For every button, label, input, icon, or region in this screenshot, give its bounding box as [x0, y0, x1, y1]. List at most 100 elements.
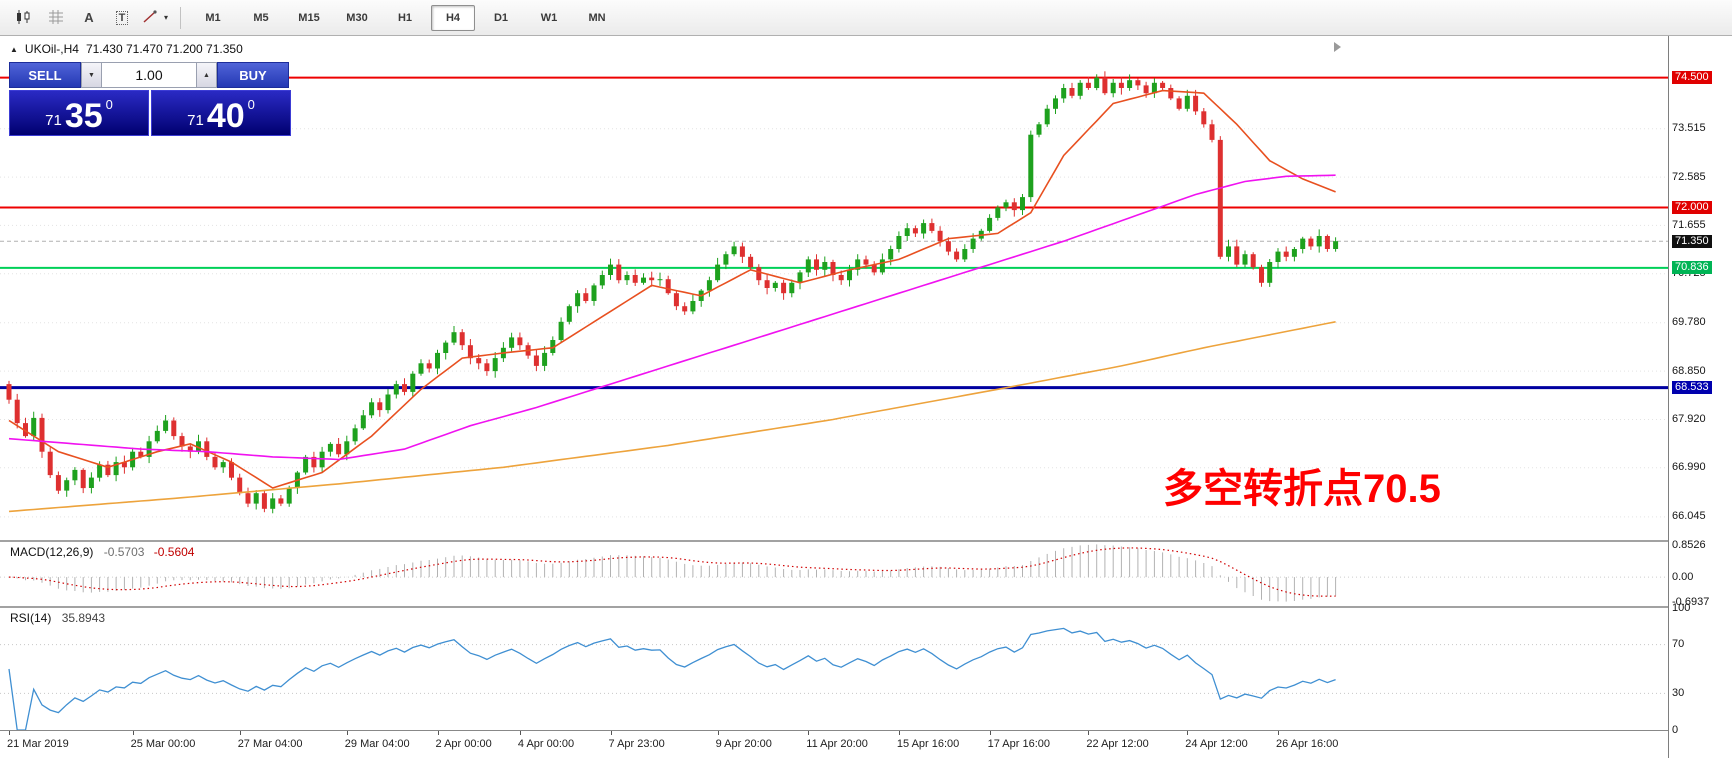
- bid-handle: 71: [45, 112, 62, 129]
- chart-annotation-text: 多空转折点70.5: [1163, 467, 1441, 511]
- draw-tools-icon[interactable]: ▾: [140, 5, 170, 31]
- ma-medium-line: [8, 174, 1336, 461]
- time-axis-label: 29 Mar 04:00: [344, 738, 410, 750]
- macd-axis-label: 0.8526: [1672, 539, 1706, 552]
- toolbar-separator: [180, 6, 181, 29]
- macd-title: MACD(12,26,9): [10, 545, 94, 559]
- volume-increase-button[interactable]: ▲: [196, 62, 217, 88]
- trade-panel: SELL ▼ ▲ BUY 71 35 0 71 40 0: [9, 62, 291, 136]
- time-axis-label: 7 Apr 23:00: [608, 738, 665, 750]
- rsi-axis-label: 30: [1672, 686, 1685, 699]
- rsi-axis-label: 70: [1672, 638, 1685, 651]
- price-axis-label: 71.655: [1672, 218, 1706, 231]
- ask-handle: 71: [187, 112, 204, 129]
- chart-shift-marker[interactable]: [1334, 42, 1341, 52]
- price-axis-label: 66.990: [1672, 461, 1706, 474]
- sell-button[interactable]: SELL: [9, 62, 81, 88]
- time-tick: [1187, 731, 1189, 735]
- time-axis-label: 25 Mar 00:00: [130, 738, 196, 750]
- chart-candles-icon[interactable]: [8, 5, 38, 31]
- price-axis-label: 72.000: [1672, 201, 1712, 214]
- panel-separator[interactable]: [0, 540, 1668, 542]
- time-tick: [610, 731, 612, 735]
- symbol-marker-icon: ▲: [10, 44, 18, 54]
- indicators-grid-icon[interactable]: [41, 5, 71, 31]
- timeframe-mn-button[interactable]: MN: [588, 11, 606, 24]
- chart-candles-glyph: [17, 10, 30, 24]
- price-axis-label: 68.850: [1672, 364, 1706, 377]
- timeframe-d1-button[interactable]: D1: [493, 11, 509, 24]
- timeframe-w1-button[interactable]: W1: [540, 11, 558, 24]
- buy-button[interactable]: BUY: [217, 62, 289, 88]
- time-axis-label: 15 Apr 16:00: [896, 738, 960, 750]
- timeframe-m1-button[interactable]: M1: [205, 11, 221, 24]
- text-box-icon[interactable]: T: [107, 5, 137, 31]
- panel-separator[interactable]: [0, 606, 1668, 608]
- price-axis-label: 69.780: [1672, 316, 1706, 329]
- price-axis-label: 68.533: [1672, 381, 1712, 395]
- timeframe-m15-button[interactable]: M15: [298, 11, 320, 24]
- macd-signal-line: [8, 547, 1336, 597]
- timeframe-h4-button[interactable]: H4: [431, 4, 475, 31]
- chevron-down-icon: ▼: [88, 71, 95, 79]
- time-tick: [1278, 731, 1279, 735]
- time-axis-label: 4 Apr 00:00: [517, 738, 575, 750]
- price-chart[interactable]: [0, 36, 1668, 540]
- time-axis-label: 2 Apr 00:00: [435, 738, 492, 750]
- timeframe-group: M1 M5 M15 M30 H1 H4 D1 W1 MN: [191, 4, 619, 31]
- timeframe-m5-button[interactable]: M5: [253, 11, 269, 24]
- rsi-value: 35.8943: [61, 611, 106, 625]
- price-axis[interactable]: 74.50073.51572.58572.00071.65571.35070.7…: [1668, 36, 1732, 758]
- text-a-icon[interactable]: A: [84, 10, 94, 25]
- macd-axis-label: -0.6937: [1672, 595, 1710, 608]
- time-tick: [519, 731, 521, 735]
- time-tick: [989, 731, 991, 735]
- time-axis-label: 9 Apr 20:00: [715, 738, 772, 750]
- time-tick: [437, 731, 439, 735]
- rsi-chart[interactable]: [0, 608, 1668, 730]
- bid-price-tile[interactable]: 71 35 0: [9, 90, 149, 136]
- order-entry-row: SELL ▼ ▲ BUY: [9, 62, 291, 88]
- time-tick: [808, 731, 810, 735]
- time-axis-label: 24 Apr 12:00: [1185, 738, 1248, 750]
- macd-axis-label: 0.00: [1672, 570, 1694, 583]
- quote-tiles: 71 35 0 71 40 0: [9, 90, 291, 136]
- time-axis-label: 27 Mar 04:00: [237, 738, 303, 750]
- rsi-line: [8, 627, 1336, 730]
- bid-pipette: 0: [105, 97, 113, 112]
- time-axis-label: 26 Apr 16:00: [1276, 738, 1339, 750]
- indicators-grid-glyph: [49, 10, 63, 24]
- macd-header: MACD(12,26,9) -0.5703 -0.5604: [10, 545, 194, 559]
- time-tick: [239, 731, 241, 735]
- draw-tools-glyph: [143, 10, 157, 23]
- toolbar: A T ▾ M1 M5 M15 M30 H1 H4 D1 W1 MN: [0, 0, 1732, 36]
- price-axis-label: 74.500: [1672, 71, 1712, 85]
- price-axis-label: 72.585: [1672, 170, 1706, 183]
- macd-histogram: [16, 544, 1337, 602]
- time-tick: [346, 731, 348, 735]
- time-axis-label: 17 Apr 16:00: [987, 738, 1050, 750]
- time-axis-label: 11 Apr 20:00: [806, 738, 868, 750]
- time-axis-line: [0, 730, 1732, 731]
- timeframe-h1-button[interactable]: H1: [397, 11, 413, 24]
- volume-input[interactable]: [102, 62, 196, 88]
- ask-price-tile[interactable]: 71 40 0: [151, 90, 291, 136]
- time-axis[interactable]: 21 Mar 2019 25 Mar 00:00 27 Mar 04:00 29 Ma…: [0, 731, 1668, 758]
- price-axis-label: 66.045: [1672, 510, 1706, 523]
- toolbar-icon-group: A T ▾: [8, 5, 170, 31]
- timeframe-m30-button[interactable]: M30: [346, 11, 368, 24]
- symbol-ohlc: 71.430 71.470 71.200 71.350: [85, 42, 243, 56]
- rsi-header: RSI(14) 35.8943: [10, 611, 105, 625]
- time-tick: [132, 731, 134, 735]
- price-axis-label: 70.836: [1672, 261, 1712, 275]
- chevron-up-icon: ▲: [203, 71, 210, 79]
- ask-pips: 40: [206, 97, 245, 136]
- price-axis-label: 67.920: [1672, 413, 1706, 425]
- ma-fast-line: [8, 89, 1336, 489]
- volume-decrease-button[interactable]: ▼: [81, 62, 102, 88]
- rsi-axis-label: 100: [1672, 601, 1691, 614]
- time-tick: [1088, 731, 1090, 735]
- macd-chart[interactable]: [0, 542, 1668, 606]
- macd-signal-value: -0.5604: [153, 545, 195, 559]
- candles-layer: [6, 71, 1339, 514]
